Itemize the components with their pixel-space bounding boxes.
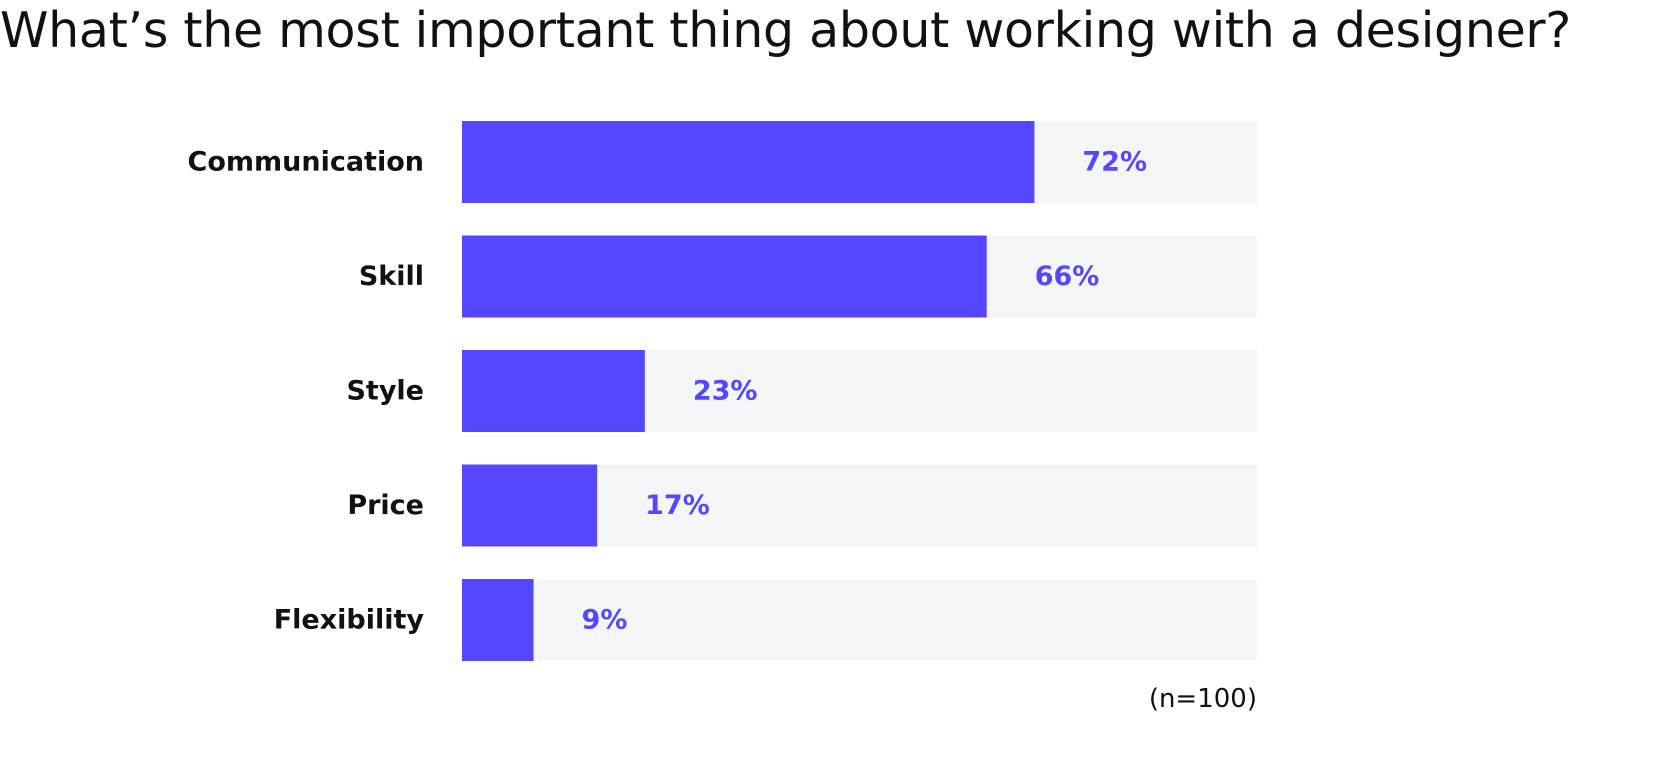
value-label-communication: 72% — [1082, 147, 1147, 178]
sample-size-note: (n=100) — [1148, 684, 1257, 714]
value-label-style: 23% — [693, 376, 758, 407]
bar-price — [462, 464, 598, 547]
category-label-skill: Skill — [359, 261, 424, 292]
bar-track-flexibility — [462, 579, 1257, 661]
category-label-flexibility: Flexibility — [274, 605, 425, 636]
bar-flexibility — [462, 579, 534, 661]
category-label-style: Style — [346, 376, 424, 407]
value-label-flexibility: 9% — [582, 605, 628, 636]
chart-title: What’s the most important thing about wo… — [0, 2, 1571, 59]
value-label-skill: 66% — [1035, 261, 1100, 292]
category-label-communication: Communication — [188, 147, 425, 178]
category-label-price: Price — [347, 490, 424, 521]
value-label-price: 17% — [645, 490, 710, 521]
bar-style — [462, 350, 645, 432]
bar-skill — [462, 235, 987, 318]
bar-communication — [462, 121, 1035, 203]
